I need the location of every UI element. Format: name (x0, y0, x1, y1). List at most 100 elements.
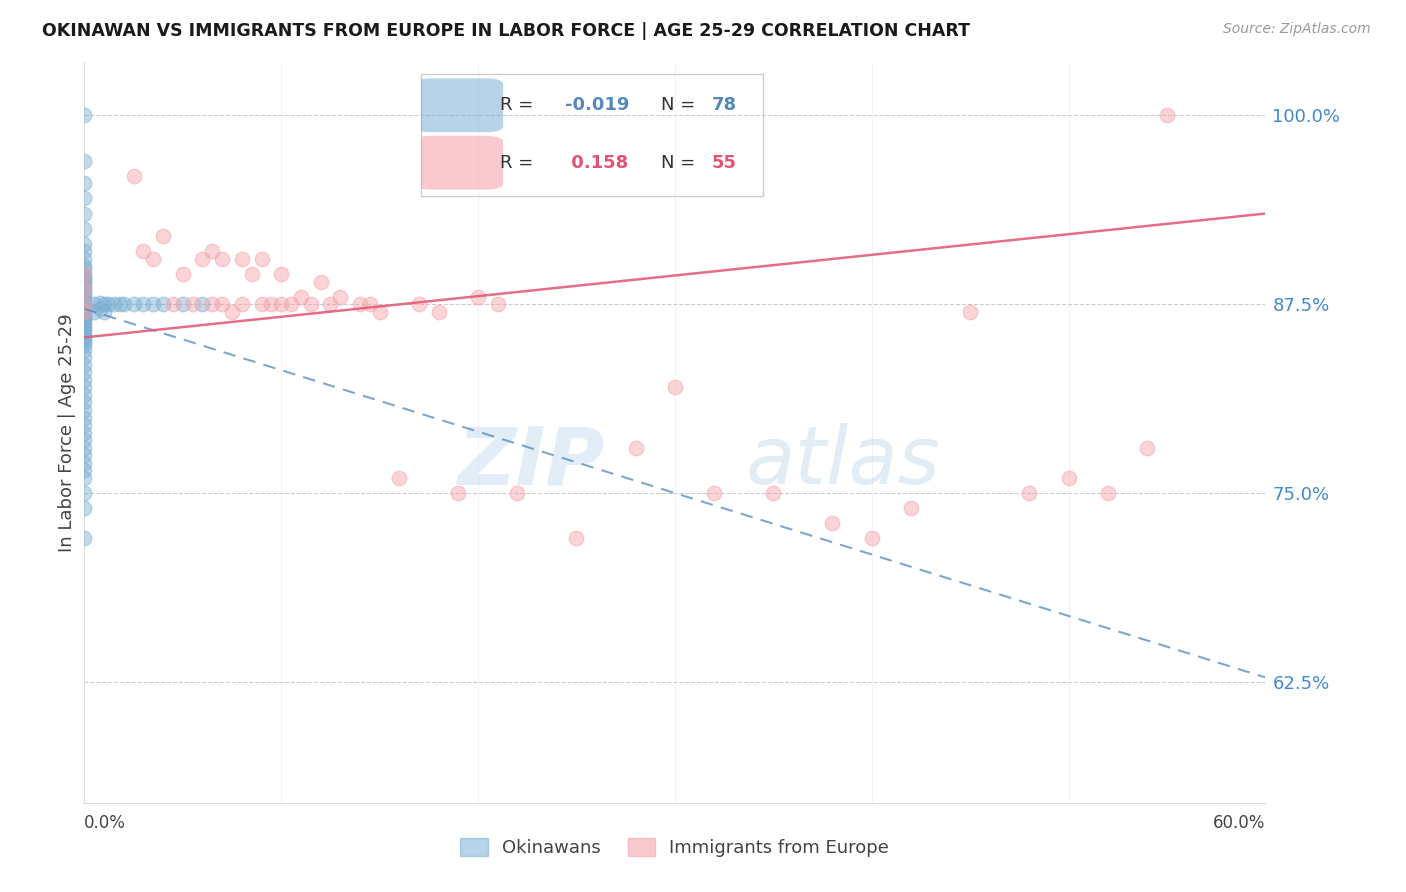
Point (73, 284, 96, 298)
Point (73, 267, 96, 281)
Point (73, 293, 96, 307)
Text: OKINAWAN VS IMMIGRANTS FROM EUROPE IN LABOR FORCE | AGE 25-29 CORRELATION CHART: OKINAWAN VS IMMIGRANTS FROM EUROPE IN LA… (42, 22, 970, 40)
Point (73, 191, 96, 205)
Point (122, 169, 145, 183)
Point (172, 267, 194, 281)
Point (73, 221, 96, 235)
Y-axis label: In Labor Force | Age 25-29: In Labor Force | Age 25-29 (58, 313, 76, 552)
Point (860, 532, 883, 546)
Point (73, 319, 96, 334)
Point (211, 252, 233, 266)
Point (73, 304, 96, 318)
Point (73, 338, 96, 352)
Point (73, 350, 96, 364)
Point (73, 410, 96, 425)
Point (73, 286, 96, 301)
Point (1136, 441, 1159, 455)
Point (73, 275, 96, 289)
Point (73, 471, 96, 485)
Point (309, 275, 332, 289)
Point (73, 326, 96, 340)
Point (83, 304, 105, 318)
Point (73, 433, 96, 447)
Point (73, 323, 96, 337)
Point (290, 290, 312, 304)
Point (73, 312, 96, 326)
Point (73, 252, 96, 266)
Point (73, 295, 96, 310)
Point (1097, 486, 1119, 500)
Point (122, 297, 145, 311)
Point (73, 329, 96, 343)
Point (73, 343, 96, 357)
Point (152, 229, 174, 244)
Point (388, 471, 411, 485)
Point (89, 301, 111, 316)
Point (132, 244, 155, 259)
Point (73, 388, 96, 402)
Point (83, 297, 105, 311)
Text: 60.0%: 60.0% (1213, 814, 1265, 832)
Text: 0.0%: 0.0% (84, 814, 127, 832)
Point (240, 267, 263, 281)
Point (467, 290, 489, 304)
Point (270, 267, 292, 281)
Point (132, 297, 155, 311)
Point (73, 486, 96, 500)
Point (73, 297, 96, 311)
Point (73, 301, 96, 316)
Point (142, 252, 165, 266)
Point (142, 297, 165, 311)
Point (73, 380, 96, 394)
Point (959, 304, 981, 318)
Point (73, 299, 96, 313)
Point (447, 486, 470, 500)
Point (73, 501, 96, 516)
Point (73, 236, 96, 251)
Point (73, 373, 96, 387)
Point (1018, 486, 1040, 500)
Point (73, 395, 96, 409)
Point (565, 532, 588, 546)
Legend: Okinawans, Immigrants from Europe: Okinawans, Immigrants from Europe (453, 830, 897, 864)
Text: Source: ZipAtlas.com: Source: ZipAtlas.com (1223, 22, 1371, 37)
Point (250, 252, 273, 266)
Point (359, 297, 381, 311)
Point (368, 304, 391, 318)
Point (73, 463, 96, 477)
Point (73, 306, 96, 320)
Point (89, 295, 111, 310)
Point (162, 297, 184, 311)
Point (73, 300, 96, 314)
Point (624, 441, 647, 455)
Point (73, 448, 96, 462)
Point (112, 297, 135, 311)
Point (73, 310, 96, 325)
Point (664, 380, 686, 394)
Point (93, 297, 115, 311)
Point (73, 441, 96, 455)
Point (427, 304, 450, 318)
Point (221, 304, 243, 318)
Point (73, 297, 96, 311)
Point (73, 153, 96, 168)
Point (73, 318, 96, 333)
Point (762, 486, 785, 500)
Point (280, 297, 302, 311)
Point (73, 177, 96, 191)
Point (201, 297, 224, 311)
Point (73, 358, 96, 372)
Point (108, 297, 131, 311)
Point (299, 297, 322, 311)
Point (486, 297, 509, 311)
Point (250, 297, 273, 311)
Point (73, 315, 96, 329)
Point (349, 297, 371, 311)
Point (73, 456, 96, 470)
Point (73, 280, 96, 294)
Point (1156, 108, 1178, 122)
Point (73, 332, 96, 346)
Text: atlas: atlas (745, 423, 941, 501)
Point (231, 252, 253, 266)
Point (408, 297, 430, 311)
